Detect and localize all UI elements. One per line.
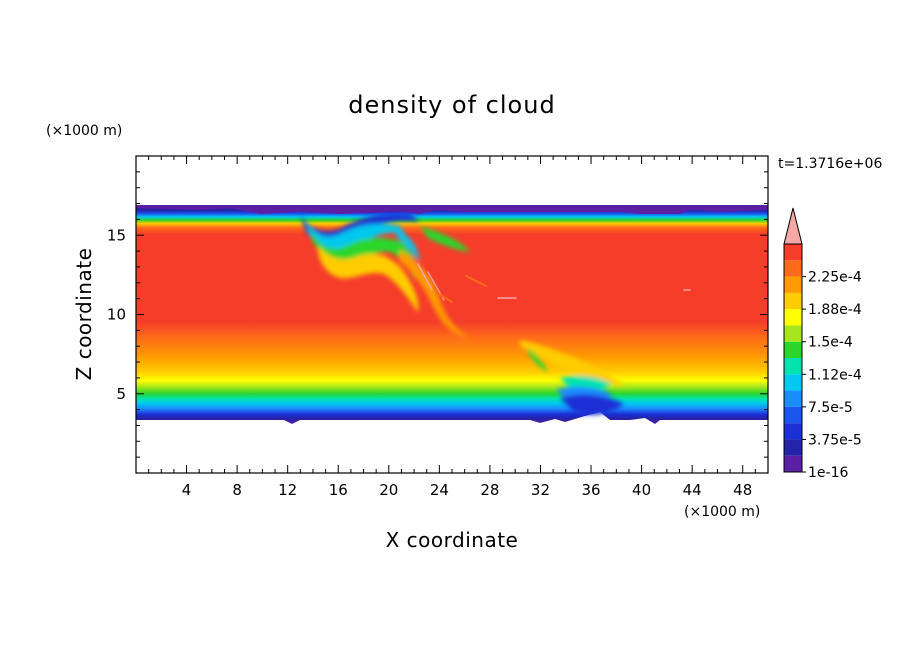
colorbar-label: 1.88e-4 xyxy=(808,302,862,318)
x-tick-label: 48 xyxy=(733,481,752,499)
colorbar-swatch xyxy=(784,276,802,293)
colorbar-swatch xyxy=(784,309,802,326)
cloud-layer xyxy=(136,206,768,424)
x-tick-label: 36 xyxy=(581,481,600,499)
y-tick-label: 10 xyxy=(107,306,126,324)
colorbar: 2.25e-4 1.88e-4 1.5e-4 1.12e-4 7.5e-5 3.75e-5… xyxy=(783,207,862,481)
colorbar-label: 1.5e-4 xyxy=(808,335,853,351)
overturning-plume xyxy=(300,213,470,338)
colorbar-label: 1.12e-4 xyxy=(808,367,862,383)
colorbar-swatch xyxy=(784,341,802,358)
plot-area xyxy=(136,205,768,424)
x-tick-label: 8 xyxy=(232,481,242,499)
colorbar-swatch xyxy=(784,374,802,391)
colorbar-swatch xyxy=(784,455,802,472)
colorbar-swatch xyxy=(784,406,802,424)
colorbar-swatch xyxy=(784,292,802,310)
lower-disturbance xyxy=(520,340,626,415)
colorbar-swatch xyxy=(784,244,802,261)
colorbar-swatch xyxy=(784,358,802,375)
y-tick-label: 5 xyxy=(116,385,126,403)
time-label: t=1.3716e+06 xyxy=(778,156,882,172)
colorbar-label: 7.5e-5 xyxy=(808,400,853,416)
x-tick-label: 40 xyxy=(632,481,651,499)
y-axis-ticks: 5 10 15 xyxy=(107,171,768,458)
colorbar-label: 1e-16 xyxy=(808,465,848,481)
colorbar-frame xyxy=(783,243,803,473)
chart-title: density of cloud xyxy=(348,91,555,119)
x-tick-label: 16 xyxy=(329,481,348,499)
colorbar-overflow-triangle xyxy=(783,207,803,245)
x-tick-label: 24 xyxy=(430,481,449,499)
x-tick-label: 4 xyxy=(182,481,192,499)
colorbar-label: 3.75e-5 xyxy=(808,432,862,448)
x-axis-ticks: 4 8 12 16 20 24 28 32 36 40 44 48 xyxy=(148,156,756,499)
colorbar-swatch xyxy=(784,423,802,440)
x-tick-label: 20 xyxy=(379,481,398,499)
colorbar-swatch xyxy=(784,325,802,342)
x-unit-label: (×1000 m) xyxy=(684,504,760,520)
x-tick-label: 28 xyxy=(480,481,499,499)
x-axis-label: X coordinate xyxy=(386,528,519,552)
y-axis-label: Z coordinate xyxy=(72,248,96,381)
core-streaks xyxy=(417,263,691,303)
colorbar-swatch xyxy=(784,439,802,456)
x-tick-label: 12 xyxy=(278,481,297,499)
y-tick-label: 15 xyxy=(107,226,126,244)
cloud-top-edge xyxy=(136,205,768,214)
x-tick-label: 44 xyxy=(683,481,702,499)
colorbar-swatch xyxy=(784,260,802,277)
y-unit-label: (×1000 m) xyxy=(46,123,122,139)
colorbar-swatch xyxy=(784,390,802,407)
colorbar-label: 2.25e-4 xyxy=(808,270,862,286)
x-tick-label: 32 xyxy=(531,481,550,499)
